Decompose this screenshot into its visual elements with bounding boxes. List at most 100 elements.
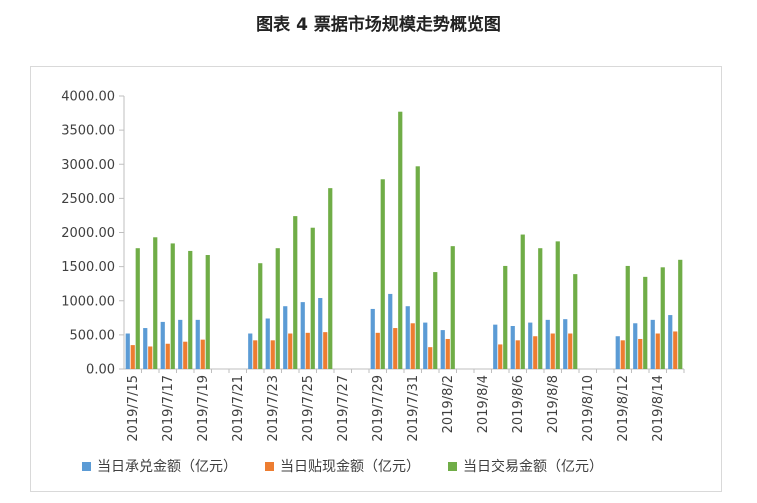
bar (493, 324, 498, 369)
bar (195, 319, 200, 369)
bar (205, 255, 210, 369)
bar (450, 246, 455, 369)
legend-label-acceptance: 当日承兑金额（亿元） (97, 459, 237, 475)
legend-item-trading: 当日交易金额（亿元） (448, 456, 603, 476)
x-tick-label: 2019/7/17 (161, 375, 176, 442)
bar (143, 328, 148, 369)
bar (655, 333, 660, 369)
bar (323, 332, 328, 369)
x-tick-label: 2019/8/12 (616, 375, 631, 442)
y-tick-label: 3000.00 (61, 158, 115, 173)
bar (678, 259, 683, 369)
legend-swatch-discount (265, 461, 274, 471)
bar (130, 345, 135, 369)
bar (160, 321, 165, 369)
bar (380, 179, 385, 369)
bar (643, 276, 648, 369)
bar (165, 343, 170, 369)
bar (615, 336, 620, 369)
bar (498, 344, 503, 369)
bar (393, 328, 398, 369)
bar (300, 302, 305, 369)
x-tick-label: 2019/8/2 (441, 375, 456, 433)
bar (633, 323, 638, 369)
chart-frame (30, 66, 722, 492)
bar (625, 265, 630, 369)
bar (183, 341, 188, 369)
legend-swatch-acceptance (82, 461, 91, 471)
y-tick-label: 0.00 (86, 363, 115, 378)
y-tick-label: 2500.00 (61, 192, 115, 207)
bar (415, 166, 420, 369)
bar (275, 248, 280, 369)
bar (573, 274, 578, 369)
bar (563, 319, 568, 369)
chart-legend: 当日承兑金额（亿元） 当日贴现金额（亿元） 当日交易金额（亿元） (82, 456, 603, 476)
bar (638, 338, 643, 369)
bar (170, 243, 175, 369)
bar (305, 332, 310, 369)
bar (673, 331, 678, 369)
y-tick-label: 3500.00 (61, 124, 115, 139)
bar (545, 319, 550, 369)
bar (288, 333, 293, 369)
bar (283, 306, 288, 369)
bar (660, 267, 665, 369)
bar (328, 188, 333, 369)
bar (318, 298, 323, 369)
bar (515, 340, 520, 369)
x-tick-label: 2019/7/19 (196, 375, 211, 442)
bar (270, 340, 275, 369)
bar (410, 323, 415, 369)
bar (510, 326, 515, 369)
bar (398, 111, 403, 369)
bar (650, 319, 655, 369)
x-tick-label: 2019/7/15 (126, 375, 141, 442)
bar (375, 332, 380, 369)
bar (528, 322, 533, 369)
y-tick-label: 500.00 (70, 328, 116, 343)
y-tick-label: 2000.00 (61, 226, 115, 241)
x-tick-label: 2019/8/14 (651, 375, 666, 442)
bar (310, 227, 315, 369)
x-tick-label: 2019/8/8 (546, 375, 561, 433)
bar (388, 293, 393, 369)
legend-label-trading: 当日交易金额（亿元） (463, 459, 603, 475)
bar (555, 241, 560, 369)
bar (148, 346, 153, 369)
bar (405, 306, 410, 369)
bar (253, 340, 258, 369)
x-tick-label: 2019/8/4 (476, 375, 491, 433)
bar (520, 234, 525, 369)
bar (248, 333, 253, 369)
y-tick-label: 4000.00 (61, 90, 115, 105)
bar (440, 330, 445, 369)
bar (568, 333, 573, 369)
bar (433, 272, 438, 369)
bar (135, 248, 140, 369)
bar (423, 322, 428, 369)
x-tick-label: 2019/7/31 (406, 375, 421, 442)
bar (188, 250, 193, 369)
bar (620, 340, 625, 369)
bar (265, 318, 270, 369)
x-tick-label: 2019/7/27 (336, 375, 351, 442)
x-tick-label: 2019/8/10 (581, 375, 596, 442)
bar (445, 338, 450, 369)
bar (538, 248, 543, 369)
bar (258, 263, 263, 369)
bar (178, 319, 183, 369)
bar (533, 336, 538, 369)
x-tick-label: 2019/7/23 (266, 375, 281, 442)
bar (668, 315, 673, 369)
x-tick-label: 2019/7/21 (231, 375, 246, 442)
bar (153, 237, 158, 369)
bar (503, 265, 508, 369)
chart-title: 图表 4 票据市场规模走势概览图 (256, 15, 501, 35)
bar (550, 333, 555, 369)
y-tick-label: 1500.00 (61, 260, 115, 275)
x-tick-label: 2019/7/29 (371, 375, 386, 442)
legend-label-discount: 当日贴现金额（亿元） (280, 459, 420, 475)
x-tick-label: 2019/7/25 (301, 375, 316, 442)
